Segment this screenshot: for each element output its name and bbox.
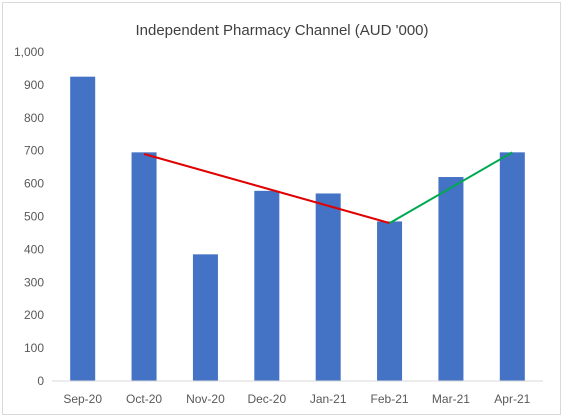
y-tick-label: 600 xyxy=(24,177,44,191)
bars xyxy=(70,76,525,382)
trend-line-recovery xyxy=(389,151,513,224)
chart-title: Independent Pharmacy Channel (AUD '000) xyxy=(135,22,428,39)
x-tick-label: Jan-21 xyxy=(310,392,347,406)
trend-lines xyxy=(143,151,513,225)
y-tick-label: 100 xyxy=(24,341,44,355)
y-tick-label: 900 xyxy=(24,78,44,92)
y-tick-label: 500 xyxy=(24,210,44,224)
bar xyxy=(254,190,280,381)
bar xyxy=(192,254,218,381)
x-axis-ticks: Sep-20 Oct-20 Nov-20 Dec-20 Jan-21 Feb-21 Mar-… xyxy=(63,392,530,406)
x-tick-label: Dec-20 xyxy=(247,392,286,406)
bar xyxy=(438,177,464,381)
x-tick-label: Feb-21 xyxy=(371,392,409,406)
bar xyxy=(377,221,403,381)
bar xyxy=(315,193,341,381)
y-tick-label: 800 xyxy=(24,111,44,125)
bar xyxy=(131,152,157,381)
x-tick-label: Nov-20 xyxy=(186,392,225,406)
y-tick-label: 300 xyxy=(24,275,44,289)
y-tick-label: 700 xyxy=(24,144,44,158)
y-axis-ticks: 0 100 200 300 400 500 600 700 800 900 1,000 xyxy=(14,45,44,388)
x-tick-label: Apr-21 xyxy=(494,392,530,406)
y-tick-label: 400 xyxy=(24,242,44,256)
x-tick-label: Sep-20 xyxy=(63,392,102,406)
x-tick-label: Oct-20 xyxy=(126,392,162,406)
y-tick-label: 1,000 xyxy=(14,45,44,59)
y-tick-label: 200 xyxy=(24,308,44,322)
trend-line-decline xyxy=(143,153,390,225)
y-tick-label: 0 xyxy=(37,374,44,388)
bar xyxy=(70,76,96,382)
x-tick-label: Mar-21 xyxy=(432,392,470,406)
bar xyxy=(499,152,525,381)
